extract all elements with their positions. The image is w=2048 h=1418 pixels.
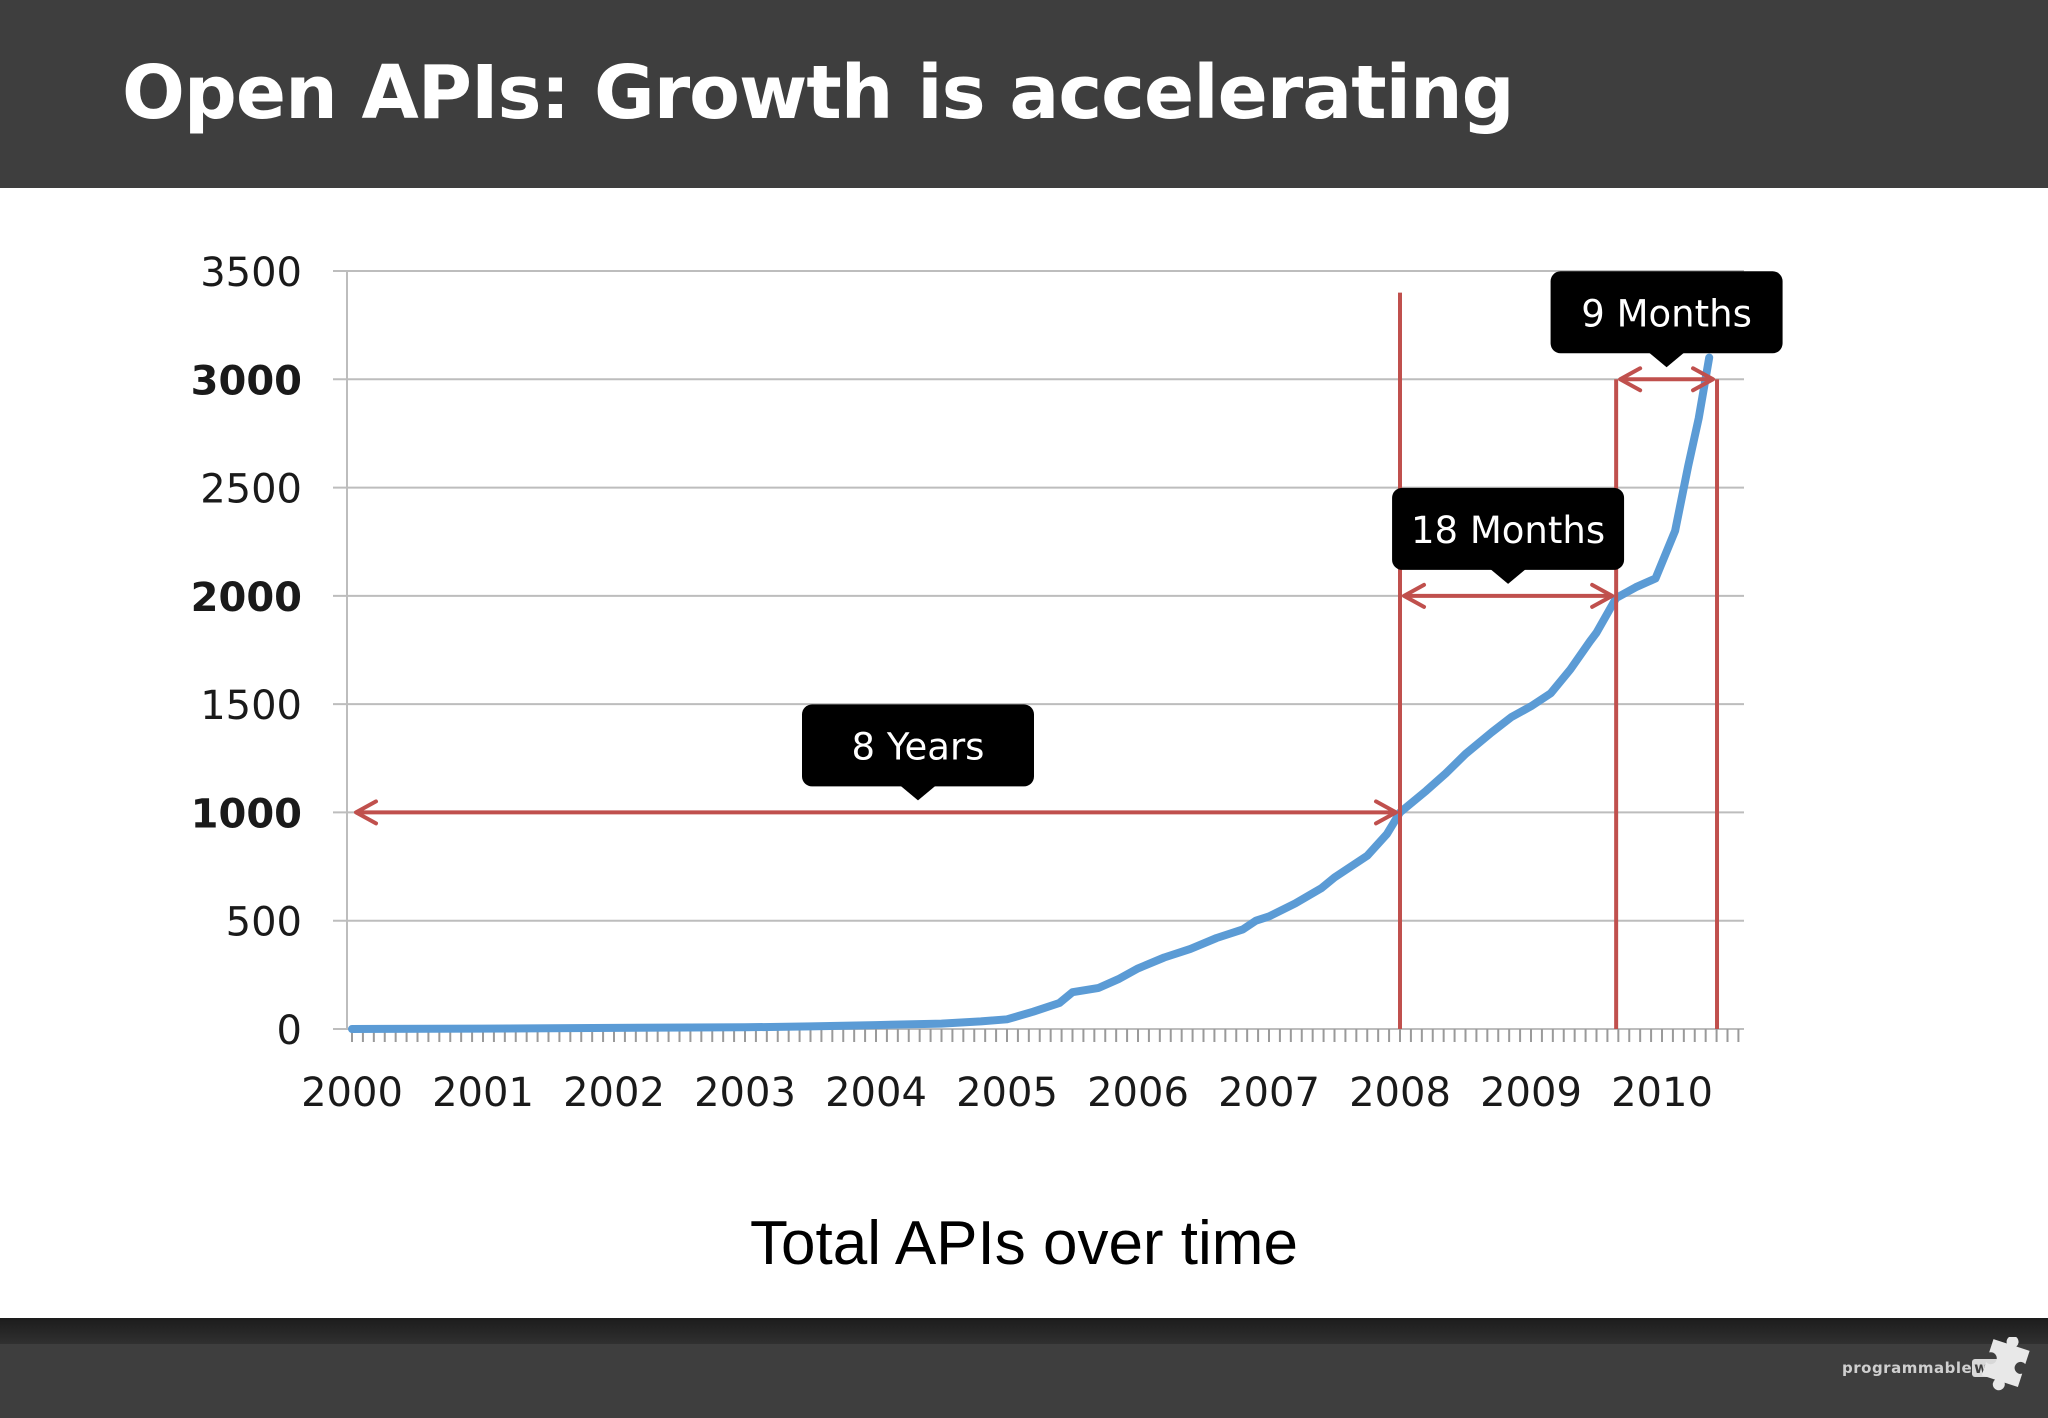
x-tick-label: 2007: [1218, 1070, 1320, 1116]
annotation-callouts: 8 Years 18 Months 9 Months: [802, 271, 1783, 801]
y-tick-label: 0: [277, 1008, 302, 1054]
annotation-arrowhead-right: [1374, 799, 1398, 826]
y-axis-ticks: 0 500 1000 1500 2000 2500 3000 3500: [191, 250, 302, 1054]
annotation-callout-pointer: [1648, 352, 1685, 368]
annotation-callout-box: [1550, 271, 1783, 354]
x-tick-label: 2006: [1087, 1070, 1189, 1116]
annotation-callout-pointer: [1490, 568, 1527, 584]
x-tick-label: 2005: [956, 1070, 1058, 1116]
x-tick-label: 2010: [1611, 1070, 1713, 1116]
annotation-callout-box: [802, 704, 1034, 787]
annotation-arrowhead-right: [1691, 366, 1716, 393]
annotation-arrowhead-left: [1618, 366, 1643, 393]
y-tick-label: 3500: [200, 250, 302, 296]
annotation-callout-label: 9 Months: [1581, 292, 1752, 335]
x-axis-ticks: 2000 2001 2002 2003 2004 2005 2006 2007 2008 2009…: [301, 1070, 1713, 1116]
annotation-arrows: [354, 366, 1716, 826]
annotation-arrowhead-right: [1590, 582, 1615, 609]
footer-shadow-strip: [0, 1318, 2048, 1344]
y-tick-label: 500: [226, 900, 302, 946]
y-tick-label: 1500: [200, 683, 302, 729]
series-line-total-apis: [348, 353, 1714, 1033]
grid-lines: [333, 270, 1744, 1030]
series-group: [348, 353, 1714, 1033]
x-tick-label: 2003: [694, 1070, 796, 1116]
chart-caption: Total APIs over time: [750, 1209, 1298, 1278]
x-tick-label: 2009: [1480, 1070, 1582, 1116]
x-axis-minor-ticks: [351, 1029, 1740, 1042]
x-tick-label: 2002: [563, 1070, 665, 1116]
annotation-callout-label: 18 Months: [1411, 509, 1605, 552]
slide-header: Open APIs: Growth is accelerating: [0, 0, 2048, 188]
programmableweb-logo: programmableweb: [1842, 1337, 2032, 1407]
x-tick-label: 2004: [825, 1070, 927, 1116]
y-tick-label: 2500: [200, 467, 302, 513]
puzzle-icon: [1981, 1337, 2030, 1391]
x-tick-label: 2000: [301, 1070, 403, 1116]
annotation-callout-label: 8 Years: [852, 725, 985, 768]
annotation-callout-box: [1392, 487, 1625, 570]
slide-title: Open APIs: Growth is accelerating: [122, 50, 1515, 136]
x-tick-label: 2001: [432, 1070, 534, 1116]
annotation-arrowhead-left: [1402, 582, 1426, 609]
annotation-vertical-lines: [1398, 292, 1720, 1029]
x-tick-label: 2008: [1349, 1070, 1451, 1116]
logo-text: programmable: [1842, 1359, 1973, 1377]
annotation-callout-pointer: [900, 785, 936, 801]
y-tick-label: 3000: [191, 358, 302, 404]
y-tick-label: 1000: [191, 791, 302, 837]
y-tick-label: 2000: [191, 575, 302, 621]
annotation-arrowhead-left: [354, 799, 378, 826]
